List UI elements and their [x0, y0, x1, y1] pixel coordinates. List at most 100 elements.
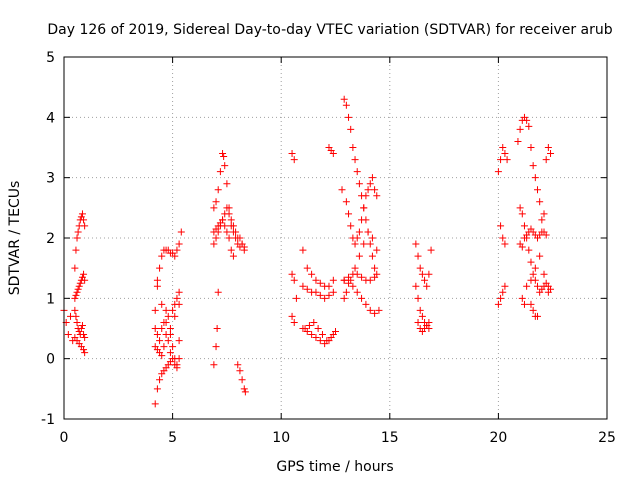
- data-point: [75, 282, 83, 290]
- data-point: [338, 186, 346, 194]
- data-point: [314, 325, 322, 332]
- data-point: [214, 186, 222, 194]
- data-point: [71, 294, 79, 302]
- data-point: [225, 234, 233, 242]
- data-point: [329, 150, 337, 158]
- data-point: [80, 331, 88, 339]
- data-point: [312, 288, 320, 296]
- data-point: [427, 246, 435, 254]
- data-point: [525, 246, 533, 254]
- data-point: [290, 156, 298, 164]
- data-point: [81, 334, 89, 342]
- data-point: [366, 240, 374, 248]
- data-point: [414, 318, 422, 326]
- y-tick-label: 2: [46, 231, 55, 247]
- data-point: [212, 198, 220, 206]
- data-point: [212, 343, 220, 351]
- data-point: [241, 388, 249, 396]
- data-point: [80, 216, 88, 224]
- data-point: [527, 300, 535, 308]
- data-point: [325, 291, 333, 299]
- data-point: [316, 337, 324, 345]
- data-point: [425, 318, 433, 326]
- data-point: [527, 258, 535, 266]
- data-point: [351, 240, 359, 248]
- data-point: [416, 264, 424, 272]
- data-point: [412, 282, 420, 290]
- data-point: [71, 306, 79, 314]
- data-point: [219, 150, 227, 158]
- data-point: [308, 331, 316, 339]
- data-point: [366, 276, 374, 284]
- data-point: [177, 228, 185, 236]
- data-point: [210, 204, 218, 212]
- y-tick-label: 0: [46, 352, 55, 368]
- data-point: [292, 294, 300, 302]
- data-point: [520, 222, 528, 230]
- y-tick-label: -1: [41, 412, 55, 428]
- data-point: [210, 361, 218, 369]
- data-point: [81, 349, 89, 357]
- data-point: [536, 252, 544, 260]
- data-point: [329, 288, 337, 296]
- data-point: [371, 309, 379, 317]
- chart-title: Day 126 of 2019, Sidereal Day-to-day VTE…: [47, 22, 612, 38]
- data-point: [219, 216, 227, 224]
- data-point: [544, 282, 552, 290]
- data-point: [64, 331, 72, 339]
- data-point: [538, 216, 546, 224]
- data-point: [73, 234, 81, 242]
- data-point: [518, 210, 526, 218]
- data-point: [366, 306, 374, 314]
- data-point: [355, 228, 363, 236]
- data-point: [151, 306, 159, 314]
- data-point: [347, 222, 355, 230]
- data-point: [78, 321, 86, 329]
- data-point: [316, 279, 324, 287]
- data-point: [345, 210, 353, 218]
- y-tick-label: 3: [46, 171, 55, 187]
- data-point: [71, 264, 79, 272]
- data-point: [166, 349, 174, 357]
- data-point: [527, 144, 535, 151]
- data-point: [80, 270, 88, 278]
- data-point: [308, 270, 316, 278]
- data-point: [540, 270, 548, 278]
- data-point: [497, 294, 505, 302]
- x-tick-label: 20: [489, 430, 507, 446]
- data-point: [362, 300, 370, 308]
- data-point: [173, 361, 181, 369]
- data-point: [175, 240, 183, 248]
- grid-layer: [64, 57, 607, 419]
- data-point: [533, 282, 541, 290]
- data-point: [238, 376, 246, 384]
- data-point: [529, 306, 537, 314]
- data-point: [349, 282, 357, 290]
- data-point: [236, 367, 244, 375]
- data-point: [525, 122, 533, 130]
- data-point: [227, 216, 235, 224]
- data-point: [175, 288, 183, 296]
- data-point: [494, 300, 502, 308]
- data-point: [158, 352, 166, 360]
- data-point: [153, 331, 161, 339]
- data-point: [240, 243, 248, 251]
- data-point: [373, 246, 381, 254]
- data-point: [418, 312, 426, 320]
- data-point: [423, 282, 431, 290]
- data-point: [171, 252, 179, 260]
- data-point: [290, 318, 298, 326]
- data-point: [523, 116, 531, 124]
- data-point: [533, 186, 541, 194]
- data-point: [173, 246, 181, 254]
- data-point: [223, 228, 231, 236]
- data-point: [312, 276, 320, 284]
- data-point: [501, 240, 509, 248]
- data-point: [166, 325, 174, 332]
- data-point: [158, 252, 166, 260]
- series-20.0-22.4h: [494, 113, 555, 320]
- data-point: [355, 252, 363, 260]
- data-point: [503, 156, 511, 164]
- data-point: [77, 325, 85, 332]
- data-point: [497, 222, 505, 230]
